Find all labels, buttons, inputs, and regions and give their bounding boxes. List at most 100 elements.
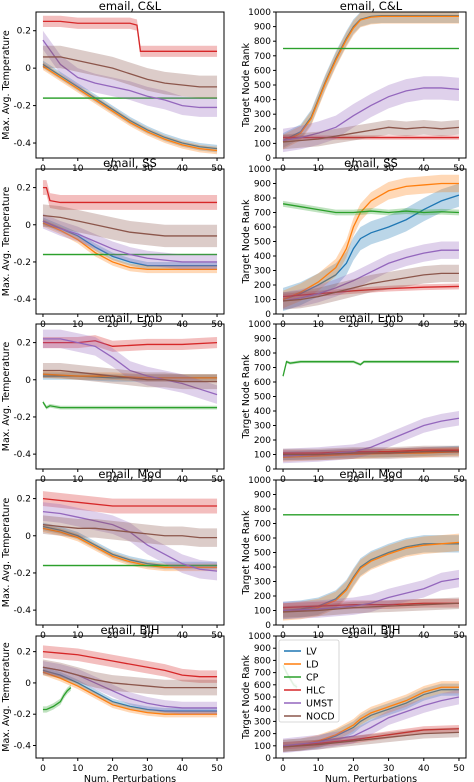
series-line-nocd (283, 450, 459, 456)
series-line-ld (282, 15, 459, 143)
series-line-hlc (42, 20, 218, 52)
band-umst (42, 30, 218, 117)
x-tick-label: 30 (383, 320, 395, 330)
band-umst (283, 689, 459, 754)
axes-frame (35, 168, 225, 315)
y-tick-label: 300 (254, 422, 271, 432)
x-tick-label: 40 (418, 764, 430, 774)
x-axis-label: Num. Perturbations (84, 774, 176, 782)
series-line-nocd (283, 602, 459, 613)
series-line-cp (42, 401, 218, 409)
y-tick-label: -0.4 (13, 139, 31, 149)
band-lv (42, 60, 218, 153)
y-tick-label: -0.2 (13, 102, 31, 112)
y-tick-label: -0.2 (13, 413, 31, 423)
y-axis-label: Target Node Rank (241, 199, 252, 284)
y-tick-label: 700 (254, 364, 271, 374)
axes-frame (275, 323, 467, 470)
x-tick-label: 40 (176, 320, 188, 330)
y-tick-label: 0 (25, 679, 31, 689)
y-tick-label: 400 (254, 96, 271, 106)
y-tick-label: 600 (254, 378, 271, 388)
series-group (282, 360, 460, 464)
y-tick-label: 0 (265, 465, 271, 475)
series-line-umst (42, 220, 218, 263)
x-tick-label: 20 (348, 320, 360, 330)
series-line-nocd (42, 214, 218, 237)
y-tick-label: 800 (254, 505, 271, 515)
series-line-ld (42, 373, 218, 379)
y-axis-label: Target Node Rank (241, 354, 252, 439)
band-hlc (42, 180, 218, 210)
band-ld (42, 668, 218, 718)
y-tick-label: 0.2 (17, 27, 31, 37)
band-hlc (42, 15, 218, 57)
y-tick-label: 800 (254, 656, 271, 666)
series-line-lv (42, 220, 218, 267)
y-tick-label: -0.2 (13, 258, 31, 268)
legend-label-cp: CP (306, 673, 319, 684)
y-tick-label: 200 (254, 125, 271, 135)
panel-title: email, BIH (342, 623, 401, 637)
panel-title: email, SS (344, 156, 398, 170)
panel-9: 0 10 20 30 40 50 -0.4 -0.2 0 0.2 email, BIH Max. Av… (1, 623, 225, 782)
y-tick-label: -0.4 (13, 295, 31, 305)
series-line-nocd (42, 666, 218, 689)
band-umst (42, 502, 218, 581)
y-tick-label: 300 (254, 578, 271, 588)
y-tick-label: 200 (254, 592, 271, 602)
panel-2: 0 10 20 30 40 5001002003004005006007008009001… (241, 0, 467, 174)
panel-title: email, Emb (98, 311, 163, 325)
series-line-ld (282, 686, 459, 747)
band-hlc (42, 335, 218, 352)
y-axis-label: Target Node Rank (241, 510, 252, 595)
band-lv (283, 683, 459, 752)
y-tick-label: 300 (254, 110, 271, 120)
y-tick-label: 500 (254, 393, 271, 403)
series-line-hlc (42, 497, 218, 507)
band-umst (42, 213, 218, 270)
series-group (42, 180, 218, 274)
y-tick-label: 900 (254, 180, 271, 190)
series-line-nocd (42, 56, 218, 88)
y-tick-label: 700 (254, 52, 271, 62)
series-line-lv (282, 194, 460, 301)
y-tick-label: 0.2 (17, 648, 31, 658)
y-tick-label: 0.2 (17, 184, 31, 194)
y-tick-label: 400 (254, 563, 271, 573)
series-line-ld (42, 671, 218, 715)
y-tick-label: 800 (254, 349, 271, 359)
y-tick-label: 200 (254, 281, 271, 291)
panel-title: email, BIH (101, 623, 160, 637)
series-group (282, 662, 460, 754)
panel-4: 0 10 20 30 40 5001002003004005006007008009001… (241, 156, 467, 330)
y-axis-label: Target Node Rank (241, 43, 252, 128)
y-tick-label: 500 (254, 693, 271, 703)
y-tick-label: 200 (254, 730, 271, 740)
series-line-ld (42, 65, 218, 152)
y-tick-label: 0 (265, 154, 271, 164)
y-tick-label: 1000 (248, 632, 271, 642)
panel-3: 0 10 20 30 40 50 -0.4 -0.2 0 0.2 email, SS Max. Avg… (1, 156, 225, 330)
band-nocd (42, 363, 218, 390)
y-axis-label: Max. Avg. Temperature (1, 498, 12, 608)
x-tick-label: 10 (312, 320, 324, 330)
series-group (282, 174, 460, 312)
panel-title: email, C&L (340, 0, 403, 13)
band-ld (42, 219, 218, 274)
axes-frame (35, 479, 225, 626)
series-line-ld (282, 541, 460, 613)
y-axis-label: Max. Avg. Temperature (1, 642, 12, 752)
series-line-cp (282, 203, 459, 214)
legend-label-hlc: HLC (306, 686, 325, 697)
x-tick-label: 30 (142, 764, 154, 774)
panel-title: email, Mod (339, 467, 402, 481)
y-tick-label: 0.2 (17, 339, 31, 349)
x-tick-label: 30 (383, 764, 395, 774)
x-tick-label: 10 (72, 320, 84, 330)
y-tick-label: 1000 (248, 476, 271, 486)
y-tick-label: 400 (254, 705, 271, 715)
series-line-cp (282, 360, 459, 377)
band-ld (283, 12, 459, 150)
